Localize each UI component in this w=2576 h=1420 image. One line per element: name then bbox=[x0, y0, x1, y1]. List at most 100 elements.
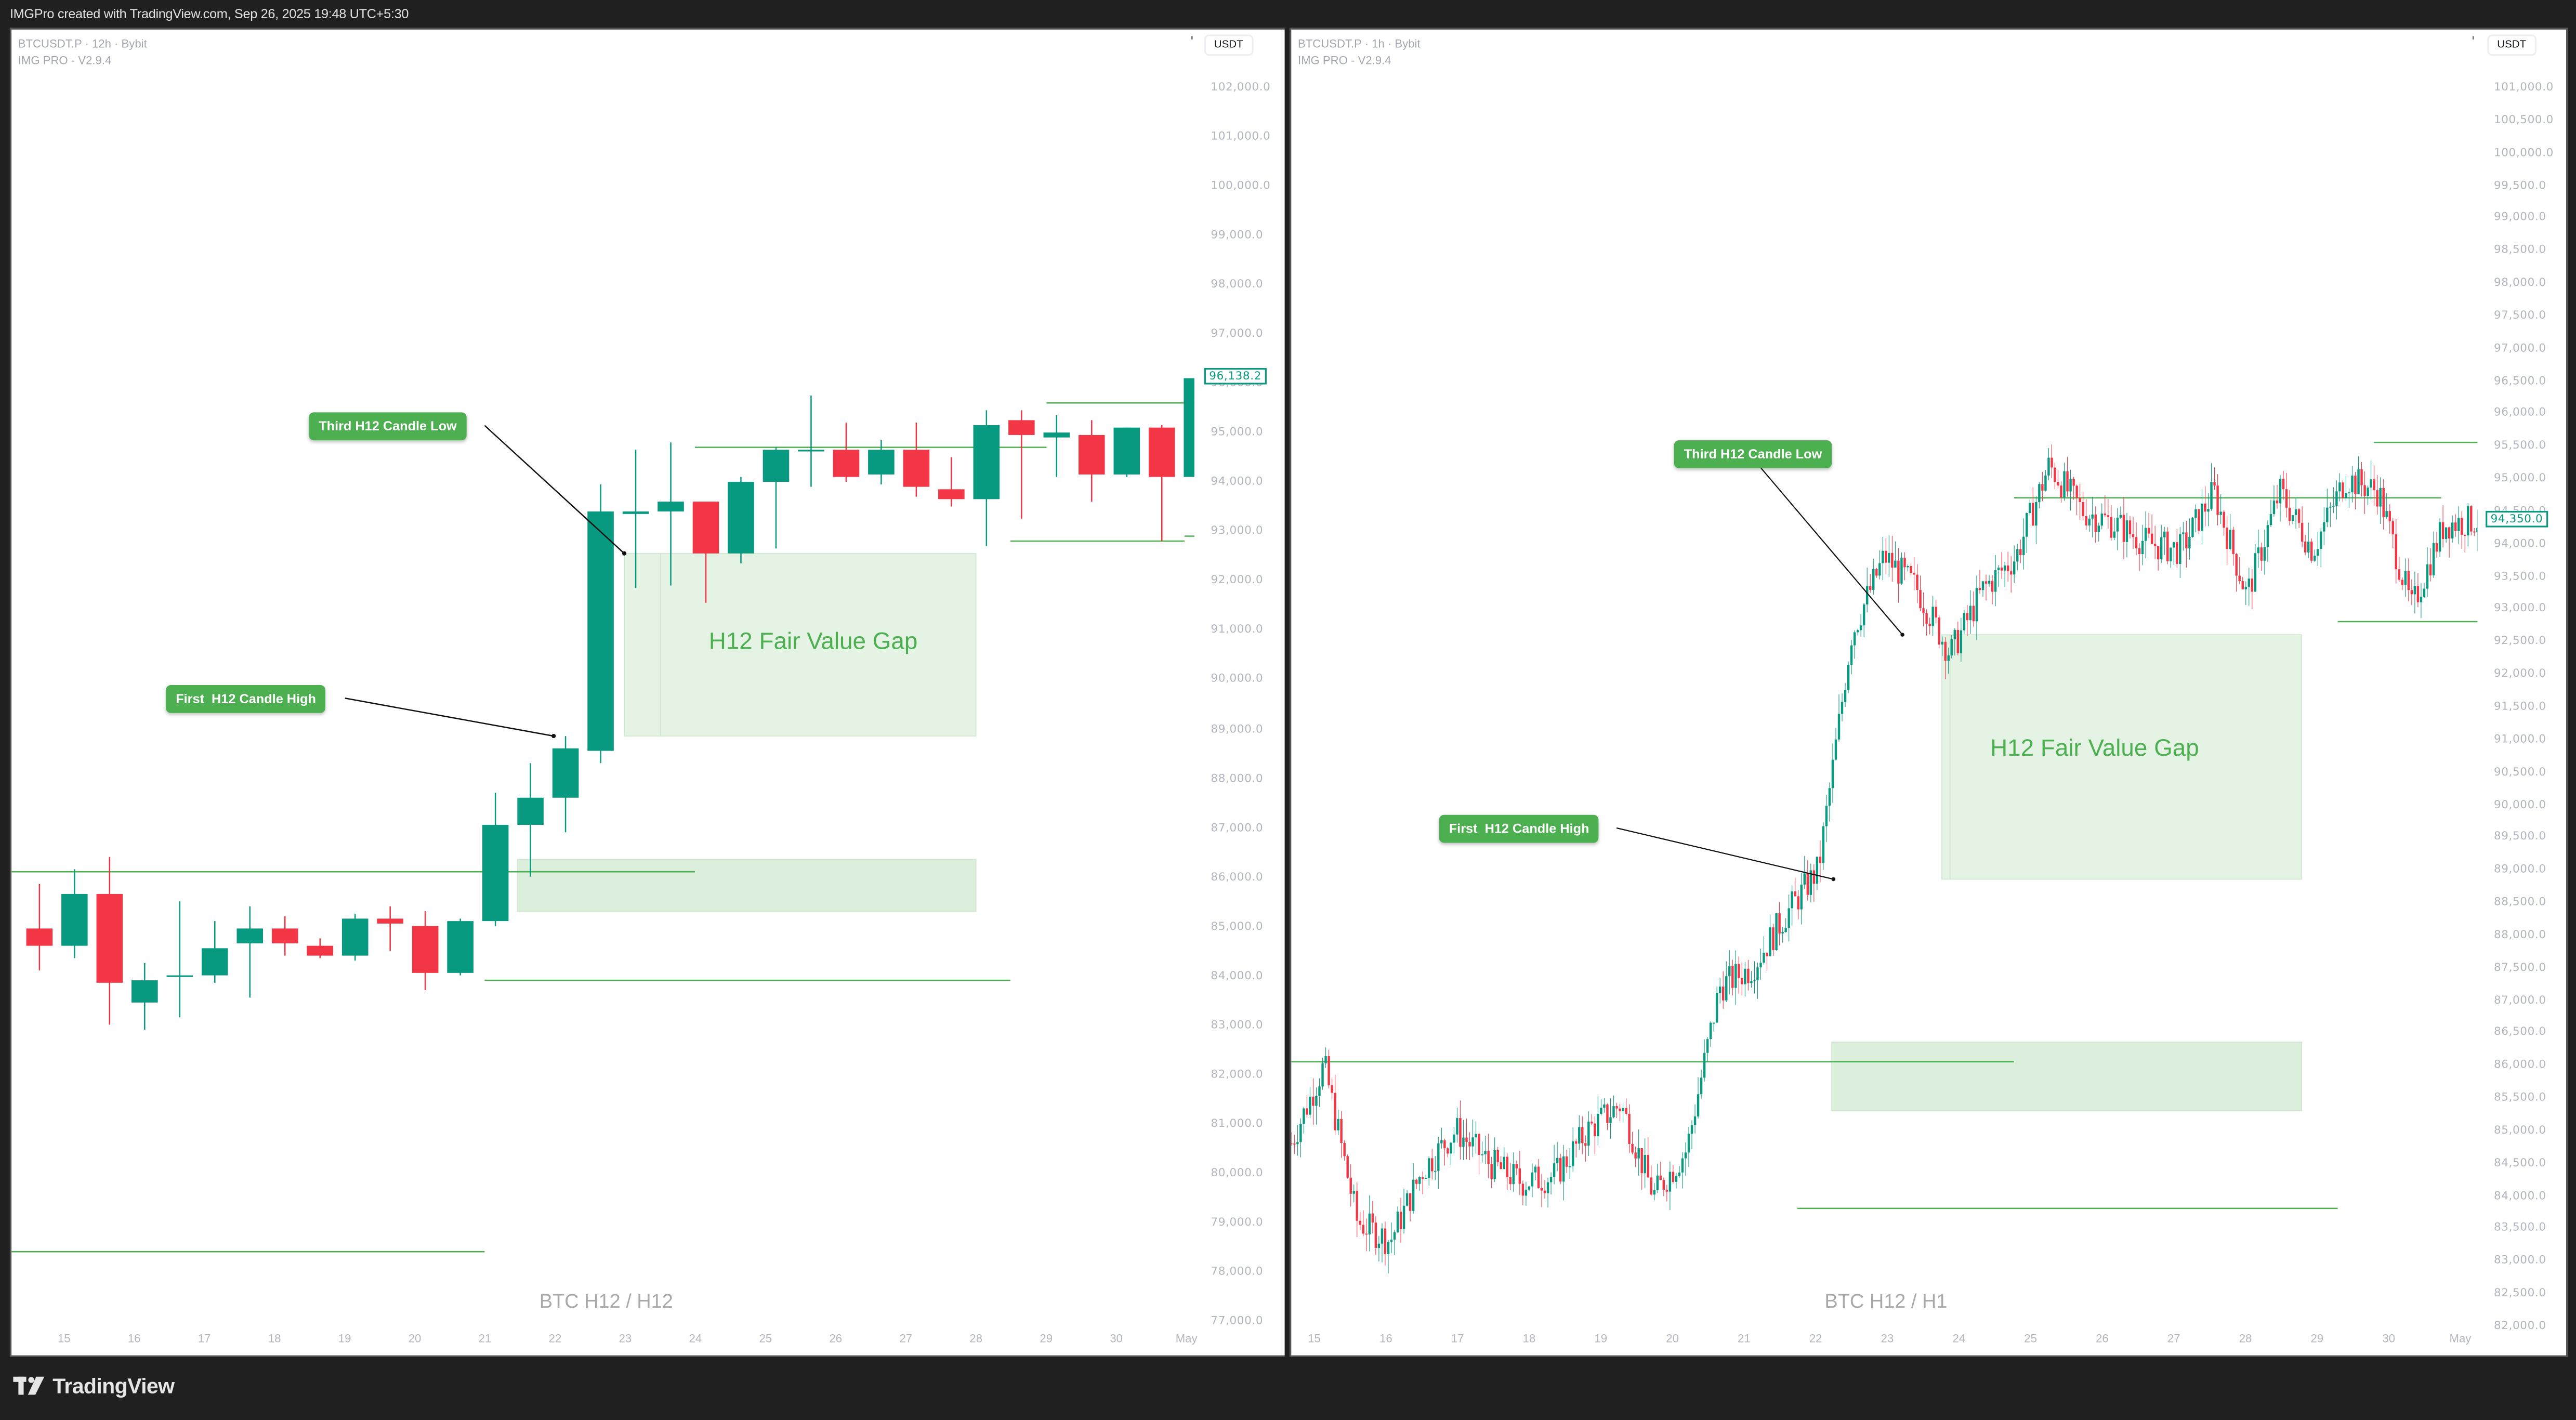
candle bbox=[2370, 460, 2372, 500]
candle bbox=[2444, 527, 2448, 543]
left-candlestick-plot[interactable] bbox=[11, 30, 1194, 1327]
candle-body bbox=[1296, 1142, 1299, 1145]
candle bbox=[728, 477, 754, 563]
candle-body bbox=[1493, 1150, 1496, 1179]
candle-body bbox=[1778, 913, 1781, 933]
candle-body bbox=[2314, 556, 2316, 561]
candle-body bbox=[2354, 475, 2357, 494]
right-chart-panel[interactable]: BTCUSDT.P · 1h · Bybit IMG PRO - V2.9.4 … bbox=[1290, 28, 2568, 1357]
candle-body bbox=[1594, 1123, 1596, 1137]
candle bbox=[1481, 1141, 1483, 1163]
candle bbox=[377, 906, 403, 951]
candle bbox=[658, 442, 684, 586]
right-currency-button[interactable]: USDT bbox=[2487, 34, 2536, 56]
candle-body bbox=[938, 489, 965, 499]
candle bbox=[2016, 544, 2019, 571]
candle-body bbox=[61, 893, 88, 946]
candle-body bbox=[2041, 484, 2044, 491]
candle-body bbox=[1425, 1178, 1427, 1179]
candle bbox=[1656, 1164, 1659, 1193]
left-third-candle-low-label[interactable]: Third H12 Candle Low bbox=[309, 412, 467, 441]
price-tick: 88,500.0 bbox=[2493, 895, 2546, 909]
candle bbox=[1324, 1047, 1327, 1068]
candle-body bbox=[2176, 542, 2178, 564]
candle bbox=[1775, 913, 1778, 951]
candle bbox=[1384, 1221, 1387, 1266]
panel-divider[interactable] bbox=[1284, 28, 1292, 1357]
candle bbox=[1496, 1147, 1499, 1166]
candle bbox=[1291, 1132, 1293, 1146]
candle bbox=[1546, 1177, 1549, 1208]
third-anchor-dot bbox=[1900, 633, 1904, 637]
third-leader-line bbox=[484, 425, 625, 554]
candle-body bbox=[2132, 534, 2135, 537]
candle bbox=[2132, 517, 2135, 549]
price-tick: 88,000.0 bbox=[2493, 928, 2546, 941]
candle bbox=[2363, 471, 2366, 514]
candle-body bbox=[1997, 568, 2000, 570]
candle bbox=[622, 450, 649, 588]
left-first-candle-high-label[interactable]: First H12 Candle High bbox=[166, 685, 326, 713]
candle-body bbox=[447, 921, 474, 973]
candle-body bbox=[2379, 488, 2382, 507]
right-price-axis[interactable]: USDT 82,000.0 82,500.0 83,000.0 83,500.0 84,… bbox=[2477, 30, 2566, 1356]
candle bbox=[1806, 860, 1809, 901]
candle-body bbox=[2085, 516, 2087, 525]
candle-body bbox=[2141, 541, 2144, 555]
right-time-axis[interactable]: 15 16 17 18 19 20 21 22 23 24 25 26 27 28 29 30 May bbox=[1291, 1326, 2477, 1356]
candle-body bbox=[1402, 1205, 1405, 1229]
candle-body bbox=[1888, 553, 1890, 563]
left-time-axis[interactable]: 15 16 17 18 19 20 21 22 23 24 25 26 27 28 29 30 May bbox=[11, 1326, 1198, 1356]
candle bbox=[2416, 573, 2420, 608]
candle bbox=[1831, 743, 1834, 803]
candle bbox=[1731, 959, 1734, 996]
candle-body bbox=[1797, 896, 1799, 910]
candle bbox=[1816, 857, 1819, 890]
tradingview-logo[interactable]: TradingView bbox=[13, 1373, 175, 1398]
price-tick: 98,000.0 bbox=[1211, 278, 1264, 291]
candle bbox=[2210, 463, 2213, 511]
candle-body bbox=[2210, 482, 2213, 509]
candle bbox=[1615, 1103, 1618, 1118]
left-currency-button[interactable]: USDT bbox=[1204, 34, 1253, 56]
candle bbox=[1988, 575, 1991, 587]
candle-body bbox=[1078, 435, 1105, 475]
right-first-candle-high-label[interactable]: First H12 Candle High bbox=[1439, 814, 1599, 843]
price-tick: 93,500.0 bbox=[2493, 569, 2546, 583]
candle bbox=[2423, 583, 2426, 598]
candle bbox=[2135, 522, 2138, 555]
axis-marker bbox=[1191, 36, 1193, 40]
candle-body bbox=[1935, 607, 1937, 617]
candle bbox=[2097, 522, 2100, 542]
candle bbox=[1797, 890, 1799, 919]
price-tick: 85,000.0 bbox=[1211, 919, 1264, 933]
candle-body bbox=[1528, 1186, 1531, 1190]
candle bbox=[1828, 782, 1831, 822]
candle-body bbox=[2125, 520, 2128, 542]
candle bbox=[2176, 529, 2178, 568]
left-price-axis[interactable]: USDT 77,000.0 78,000.0 79,000.0 80,000.0 81,… bbox=[1194, 30, 1285, 1356]
candle-body bbox=[1956, 629, 1960, 653]
price-tick: 96,500.0 bbox=[2493, 374, 2546, 387]
right-candlestick-plot[interactable] bbox=[1291, 30, 2478, 1327]
candle-body bbox=[2035, 502, 2038, 526]
candle-body bbox=[2413, 586, 2416, 595]
candle-body bbox=[2301, 522, 2304, 542]
candle bbox=[2288, 490, 2291, 526]
candle bbox=[1819, 840, 1822, 883]
candle bbox=[2035, 496, 2038, 544]
price-tick: 85,500.0 bbox=[2493, 1091, 2546, 1105]
candle bbox=[132, 963, 158, 1030]
time-tick: 25 bbox=[759, 1334, 772, 1346]
candle-body bbox=[1925, 613, 1928, 624]
candle bbox=[1718, 978, 1721, 1004]
candle-body bbox=[1540, 1188, 1543, 1191]
left-chart-panel[interactable]: BTCUSDT.P · 12h · Bybit IMG PRO - V2.9.4… bbox=[9, 28, 1286, 1357]
candle bbox=[2410, 579, 2413, 606]
right-last-price-label: 94,350.0 bbox=[2486, 510, 2548, 528]
right-third-candle-low-label[interactable]: Third H12 Candle Low bbox=[1674, 440, 1832, 468]
candle bbox=[2198, 509, 2200, 534]
candle-body bbox=[1928, 623, 1931, 626]
candle-body bbox=[1800, 884, 1803, 910]
candle bbox=[2125, 512, 2128, 558]
